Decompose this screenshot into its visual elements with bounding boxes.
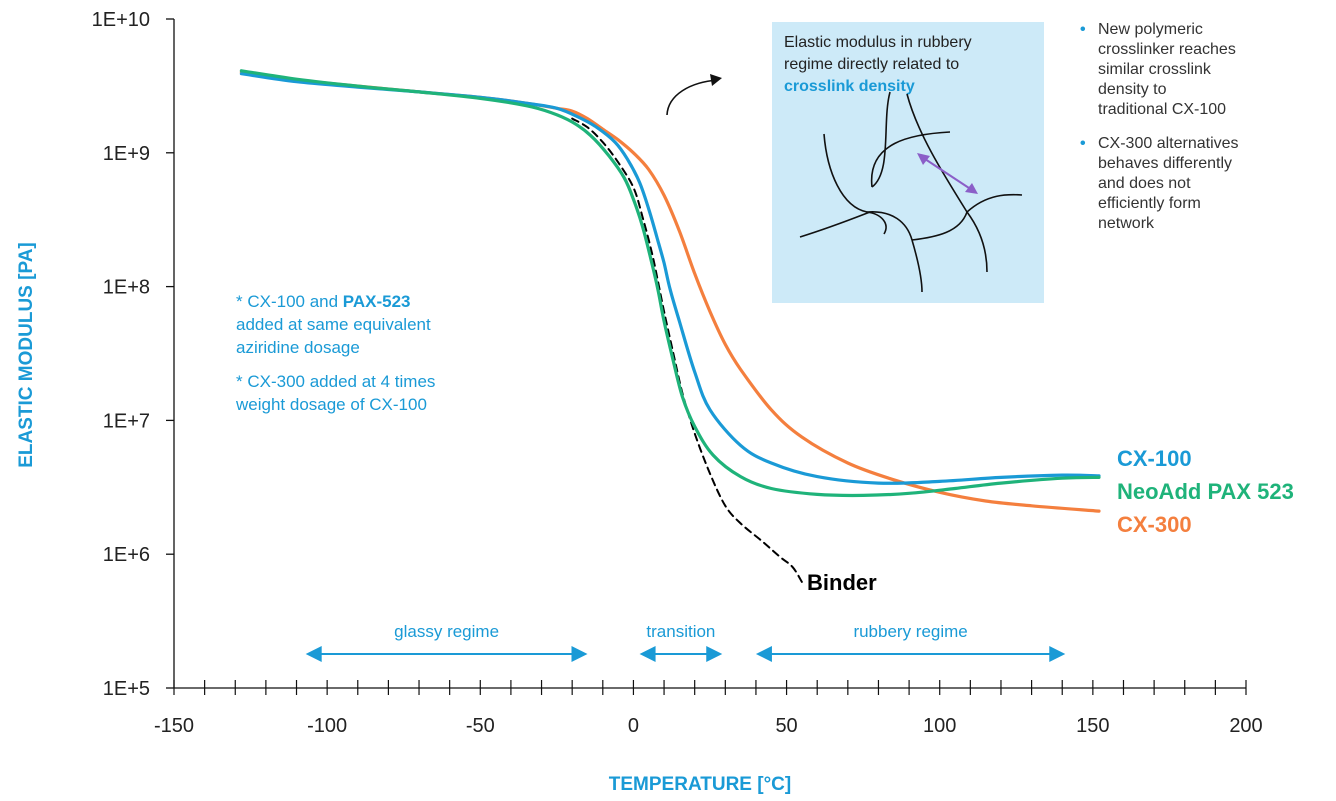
regime-label-rubbery-regime: rubbery regime [853,622,967,641]
series-label-cx300: CX-300 [1117,512,1192,537]
y-tick-label: 1E+8 [103,277,150,299]
finding-item-2: • CX-300 alternatives behaves differentl… [1080,134,1310,234]
note-line-1: * CX-100 and PAX-523 [236,290,516,313]
crosslink-network-icon [772,22,1044,303]
x-axis-title: TEMPERATURE [°C] [609,774,791,795]
x-tick-label: 200 [1229,715,1262,737]
finding-1-line-3: similar crosslink [1098,60,1310,80]
arrow-left-icon [640,646,656,662]
regime-label-transition: transition [646,622,715,641]
finding-1-line-5: traditional CX-100 [1098,100,1310,120]
note-line-5: weight dosage of CX-100 [236,393,516,416]
finding-2-line-2: behaves differently [1098,154,1310,174]
arrow-right-icon [1049,646,1065,662]
curved-arrow-icon [667,80,718,115]
bullet-icon: • [1080,134,1086,154]
x-tick-label: 150 [1076,715,1109,737]
finding-1-line-2: crosslinker reaches [1098,40,1310,60]
x-tick-label: 0 [628,715,639,737]
note-line-2: added at same equivalent [236,313,516,336]
finding-2-line-5: network [1098,214,1310,234]
x-tick-label: -100 [307,715,347,737]
series-label-binder: Binder [807,570,877,595]
finding-2-line-3: and does not [1098,174,1310,194]
arrow-left-icon [756,646,772,662]
y-axis-title: ELASTIC MODULUS [PA] [16,242,37,468]
bullet-icon: • [1080,20,1086,40]
x-tick-label: 100 [923,715,956,737]
series-label-pax523: NeoAdd PAX 523 [1117,479,1294,504]
arrow-right-icon [571,646,587,662]
note-line-4: * CX-300 added at 4 times [236,370,516,393]
arrow-left-icon [306,646,322,662]
curved-arrow-head-icon [710,74,722,86]
x-tick-label: -50 [466,715,495,737]
series-label-cx100: CX-100 [1117,446,1192,471]
key-findings-list: • New polymeric crosslinker reaches simi… [1080,20,1310,248]
arrow-right-icon [706,646,722,662]
finding-1-line-1: New polymeric [1098,20,1310,40]
finding-item-1: • New polymeric crosslinker reaches simi… [1080,20,1310,120]
x-tick-label: -150 [154,715,194,737]
x-tick-label: 50 [775,715,797,737]
y-tick-label: 1E+7 [103,410,150,432]
dosage-notes: * CX-100 and PAX-523 added at same equiv… [236,290,516,416]
y-tick-label: 1E+10 [92,9,150,31]
y-tick-label: 1E+5 [103,678,150,700]
finding-2-line-1: CX-300 alternatives [1098,134,1310,154]
y-tick-label: 1E+9 [103,143,150,165]
finding-2-line-4: efficiently form [1098,194,1310,214]
crosslink-infobox: Elastic modulus in rubbery regime direct… [772,22,1044,303]
note-line-3: aziridine dosage [236,336,516,359]
regime-layer: glassy regime transition rubbery regime [306,622,1066,662]
y-tick-label: 1E+6 [103,544,150,566]
finding-1-line-4: density to [1098,80,1310,100]
regime-label-glassy-regime: glassy regime [394,622,499,641]
